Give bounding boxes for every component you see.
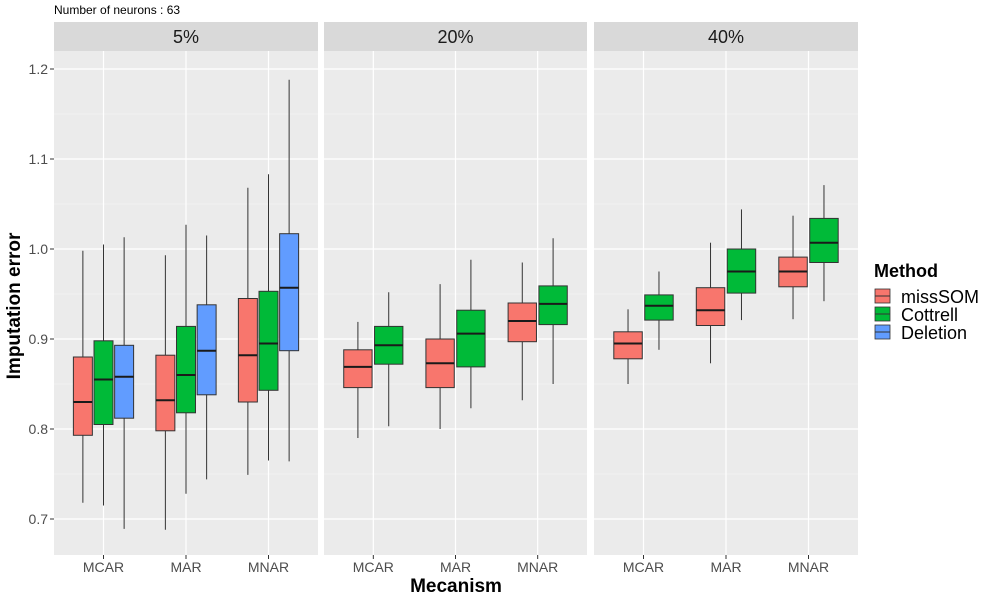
- box-body: [258, 290, 279, 391]
- chart-subtitle: Number of neurons : 63: [54, 3, 180, 17]
- facet-strip: [324, 22, 587, 51]
- box-mnar-misssom: [237, 187, 258, 475]
- box-body: [809, 217, 839, 263]
- box-mcar-cottrell: [93, 244, 114, 506]
- x-tick-label: MNAR: [788, 559, 829, 575]
- y-tick-label: 1.1: [29, 151, 49, 167]
- x-tick-label: MCAR: [353, 559, 394, 575]
- box-mcar-cottrell: [374, 292, 404, 427]
- y-axis: 0.7 0.8 0.9 1.0 1.1 1.2: [29, 61, 54, 527]
- x-tick-label: MNAR: [517, 559, 558, 575]
- x-tick-label: MCAR: [83, 559, 124, 575]
- x-tick-label: MAR: [710, 559, 741, 575]
- box-mnar-deletion: [279, 79, 300, 462]
- x-axis-title: Mecanism: [410, 576, 502, 597]
- x-tick-label: MAR: [440, 559, 471, 575]
- facet-panel-2: 40% MCAR MAR MNAR: [594, 22, 858, 575]
- facet-strip: [594, 22, 858, 51]
- box-body: [644, 294, 674, 321]
- box-body: [93, 340, 114, 425]
- box-mnar-misssom: [507, 262, 537, 401]
- legend-label: Cottrell: [901, 305, 958, 325]
- box-body: [456, 309, 486, 368]
- box-body: [72, 356, 93, 436]
- box-mnar-cottrell: [809, 185, 839, 302]
- legend-entry-cottrell: Cottrell: [874, 305, 958, 325]
- box-mar-cottrell: [176, 224, 196, 494]
- y-axis-title: Imputation error: [4, 232, 25, 379]
- box-body: [343, 349, 373, 389]
- x-tick-label: MNAR: [248, 559, 289, 575]
- legend-label: missSOM: [901, 287, 979, 307]
- box-mnar-cottrell: [538, 238, 568, 384]
- box-mcar-misssom: [72, 250, 93, 503]
- facet-panels: 5% MCAR MAR MNAR 20% MCAR MAR MNAR 40% MCAR MAR MNA…: [54, 22, 858, 575]
- box-mcar-misssom: [613, 309, 643, 384]
- facet-strip-label: 40%: [708, 27, 744, 47]
- box-mar-misssom: [425, 284, 455, 429]
- box-body: [695, 287, 726, 327]
- y-tick-label: 0.7: [29, 511, 49, 527]
- y-tick-label: 1.0: [29, 241, 49, 257]
- facet-panel-0: 5% MCAR MAR MNAR: [54, 22, 318, 575]
- box-mar-cottrell: [726, 209, 757, 321]
- box-mar-deletion: [196, 235, 217, 480]
- box-mcar-misssom: [343, 321, 373, 438]
- x-tick-label: MAR: [170, 559, 201, 575]
- box-body: [538, 285, 568, 326]
- box-mar-cottrell: [456, 259, 486, 409]
- box-mar-misssom: [695, 242, 726, 364]
- box-body: [279, 233, 300, 352]
- box-mnar-cottrell: [258, 174, 279, 461]
- box-mcar-cottrell: [644, 271, 674, 350]
- box-body: [155, 354, 176, 432]
- facet-strip-label: 20%: [437, 27, 473, 47]
- facet-strip: [54, 22, 318, 51]
- box-body: [237, 298, 258, 403]
- legend-entry-misssom: missSOM: [874, 287, 979, 307]
- box-mcar-deletion: [114, 237, 135, 529]
- y-tick-label: 0.9: [29, 331, 49, 347]
- y-tick-label: 0.8: [29, 421, 49, 437]
- box-body: [507, 302, 537, 343]
- legend-entry-deletion: Deletion: [874, 323, 967, 343]
- box-mar-misssom: [155, 255, 176, 530]
- x-tick-label: MCAR: [623, 559, 664, 575]
- box-body: [613, 331, 643, 360]
- legend-label: Deletion: [901, 323, 967, 343]
- y-tick-label: 1.2: [29, 61, 49, 77]
- facet-strip-label: 5%: [173, 27, 199, 47]
- box-body: [114, 344, 135, 419]
- box-mnar-misssom: [778, 215, 808, 320]
- legend-title: Method: [874, 261, 938, 281]
- box-body: [176, 325, 196, 414]
- facet-panel-1: 20% MCAR MAR MNAR: [324, 22, 587, 575]
